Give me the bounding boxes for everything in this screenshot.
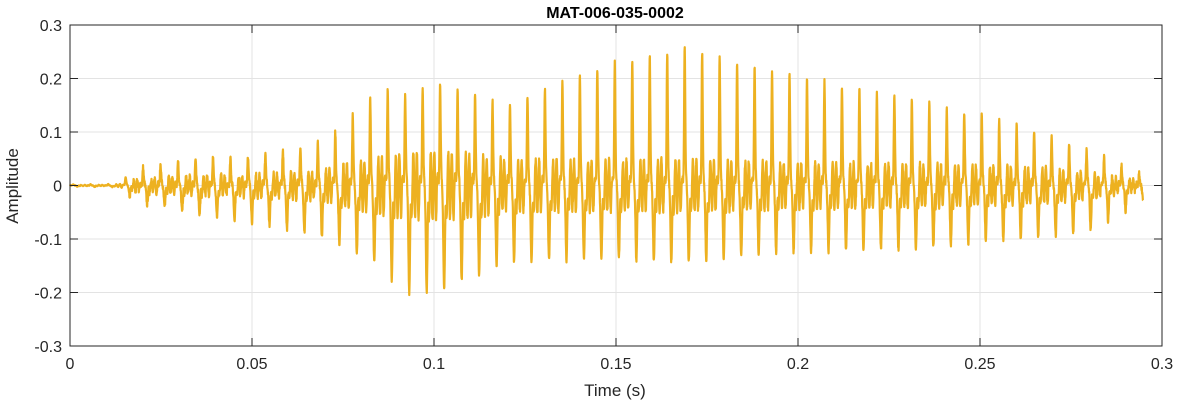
x-tick-label: 0.05 xyxy=(236,356,267,373)
chart-title: MAT-006-035-0002 xyxy=(546,5,684,22)
x-tick-label: 0.3 xyxy=(1151,356,1173,373)
x-tick-label: 0.15 xyxy=(600,356,631,373)
x-tick-label: 0.1 xyxy=(423,356,445,373)
y-tick-label: -0.1 xyxy=(34,232,62,249)
y-tick-label: 0.1 xyxy=(40,125,62,142)
axis-ticks: 0 0.05 0.1 0.15 0.2 0.25 0.3 -0.3 -0.2 -0.1 0 0.1 0.… xyxy=(34,18,1173,373)
y-tick-label: 0.3 xyxy=(40,18,62,35)
x-tick-label: 0 xyxy=(66,356,75,373)
y-axis-label: Amplitude xyxy=(3,148,22,224)
y-tick-label: -0.2 xyxy=(34,286,62,303)
x-tick-label: 0.2 xyxy=(787,356,809,373)
series-line xyxy=(68,46,1144,297)
y-tick-label: -0.3 xyxy=(34,339,62,356)
y-tick-label: 0 xyxy=(53,179,62,196)
y-tick-label: 0.2 xyxy=(40,72,62,89)
x-tick-label: 0.25 xyxy=(964,356,995,373)
x-axis-label: Time (s) xyxy=(584,381,646,400)
